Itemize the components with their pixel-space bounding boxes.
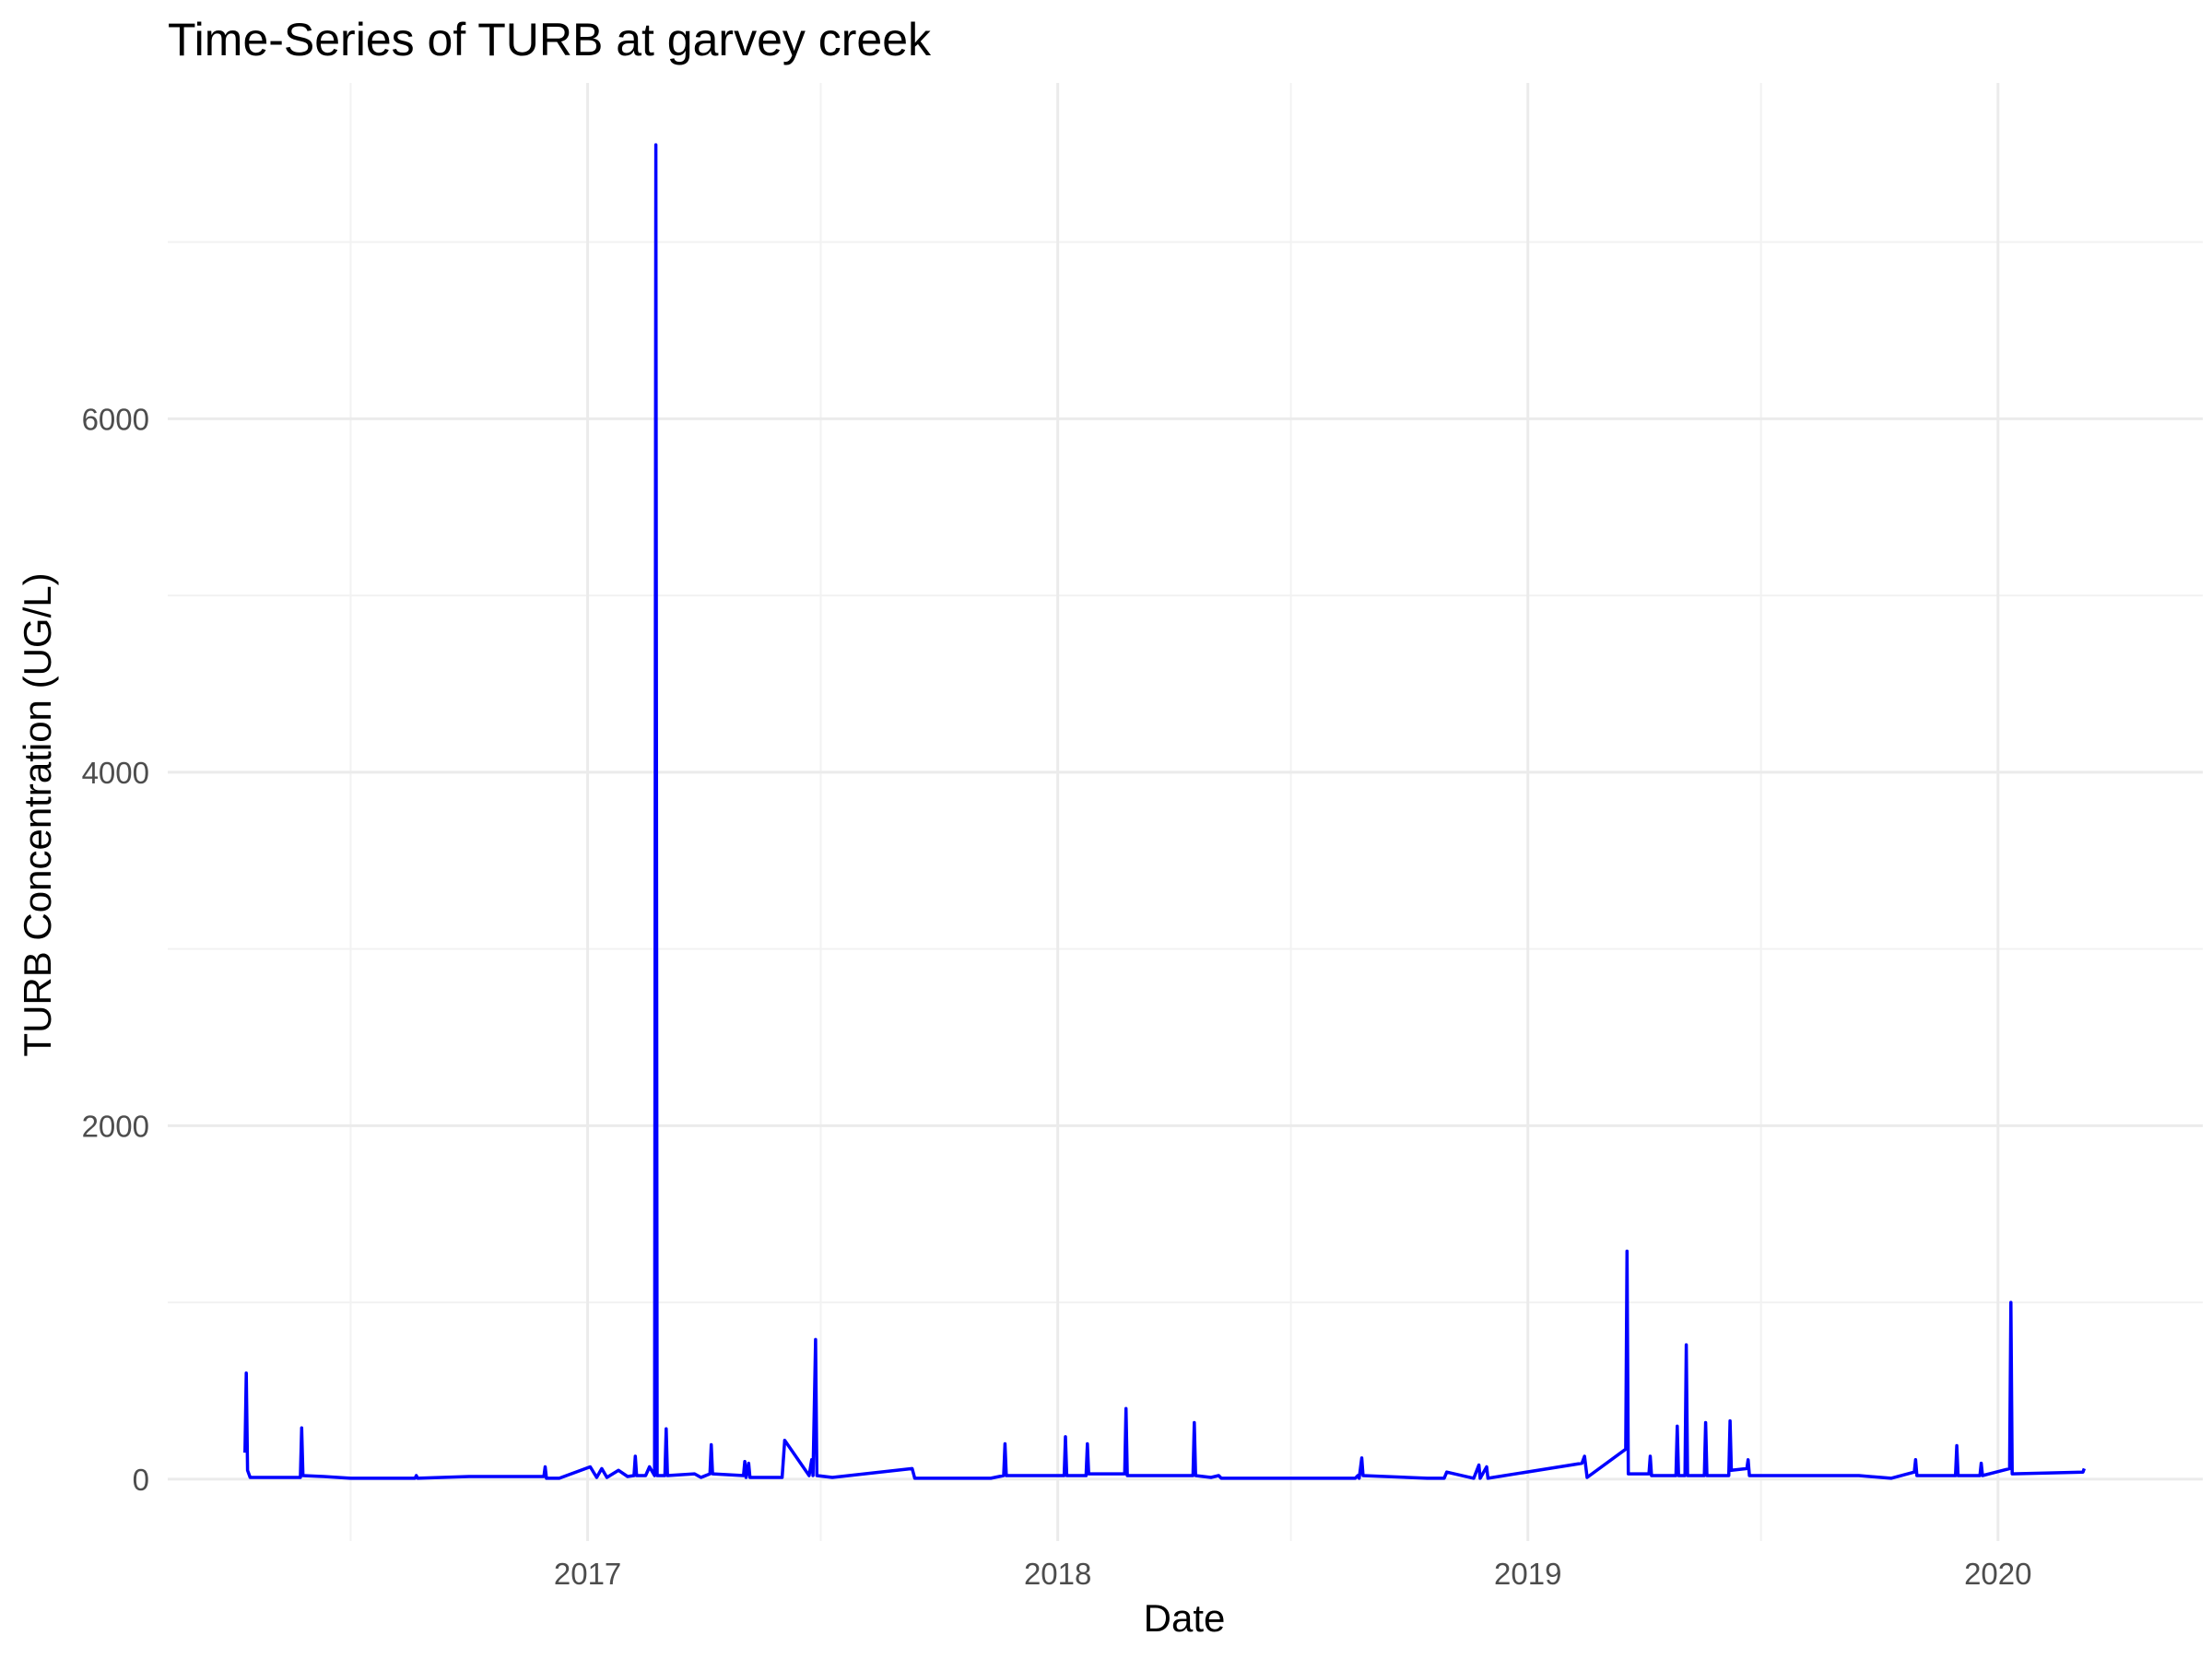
x-tick-label: 2020: [1964, 1557, 2031, 1591]
minor-gridlines: [168, 83, 2203, 1541]
x-axis-tick-labels: 2017 2018 2019 2020: [554, 1557, 2032, 1591]
y-tick-label: 2000: [82, 1109, 149, 1143]
y-tick-label: 6000: [82, 402, 149, 436]
y-axis-tick-labels: 0 2000 4000 6000: [82, 402, 149, 1497]
x-tick-label: 2017: [554, 1557, 621, 1591]
chart-title: Time-Series of TURB at garvey creek: [168, 14, 932, 65]
x-tick-label: 2018: [1024, 1557, 1091, 1591]
x-tick-label: 2019: [1494, 1557, 1561, 1591]
y-tick-label: 4000: [82, 756, 149, 790]
y-axis-title: TURB Concentration (UG/L): [16, 572, 59, 1056]
series-line-turb: [243, 143, 2087, 1480]
x-axis-title: Date: [1144, 1596, 1226, 1640]
y-tick-label: 0: [133, 1463, 149, 1497]
major-gridlines: [168, 83, 2203, 1541]
